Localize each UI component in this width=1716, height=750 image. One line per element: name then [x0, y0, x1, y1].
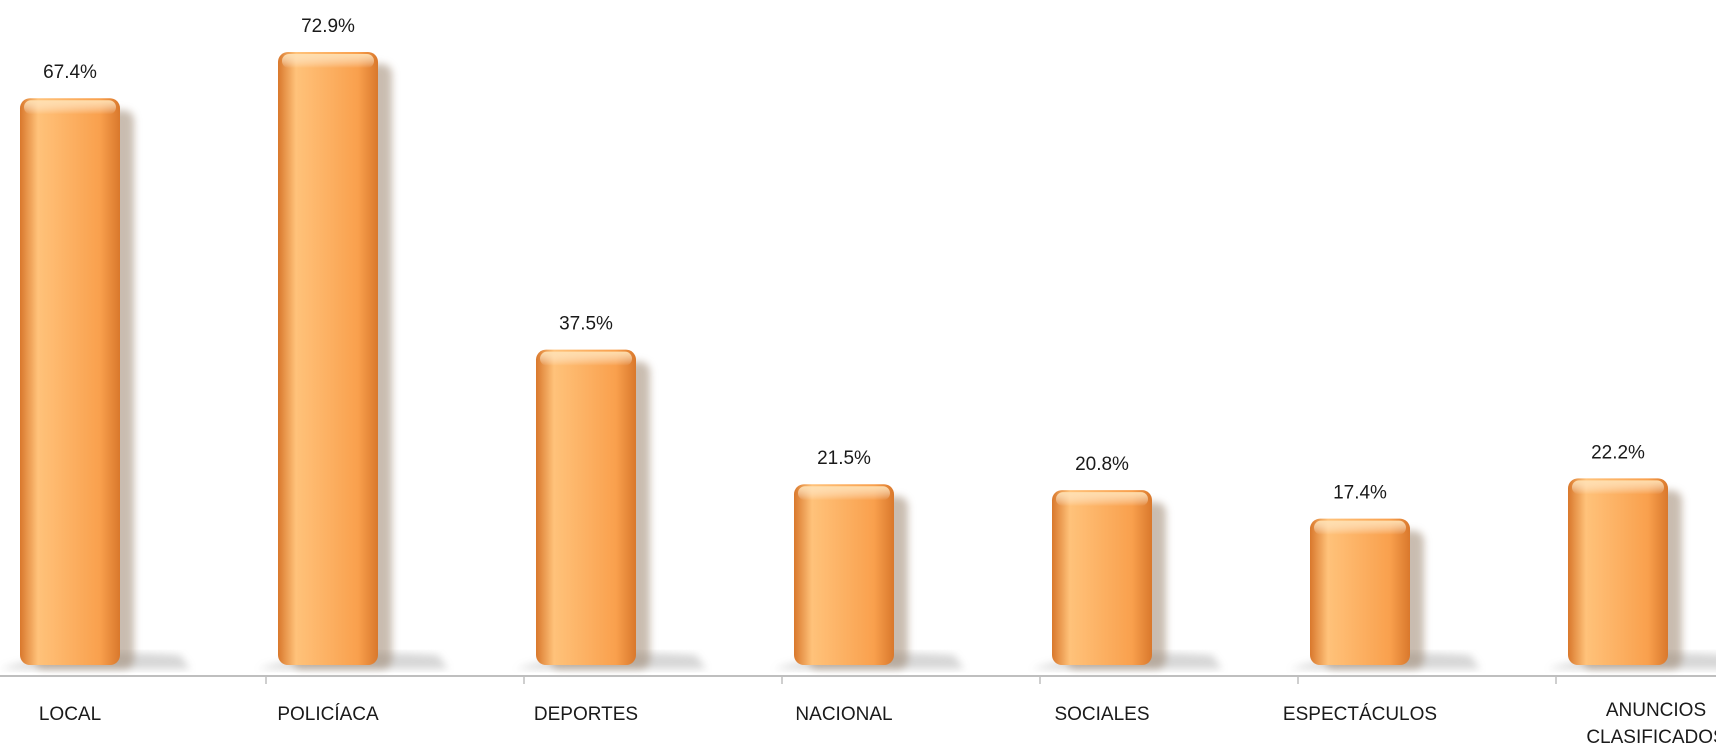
bar: [278, 52, 378, 665]
bar-highlight: [1314, 520, 1406, 535]
data-label: 21.5%: [817, 448, 871, 469]
x-tick-label-line: POLICÍACA: [277, 704, 379, 725]
bar: [20, 98, 120, 665]
x-tick-label: DEPORTES: [534, 704, 638, 725]
bar: [536, 349, 636, 665]
bar: [1310, 518, 1410, 665]
x-tick-label: ANUNCIOS CLASIFICADOS: [1586, 700, 1716, 748]
data-label: 22.2%: [1591, 442, 1645, 463]
bar: [1568, 478, 1668, 665]
data-label: 37.5%: [559, 314, 613, 335]
x-tick-label: SOCIALES: [1054, 704, 1149, 725]
labels: 67.4% LOCAL 72.9% POLICÍACA 37.5% DEPORTES 21.…: [39, 16, 1716, 748]
x-tick-label-line: LOCAL: [39, 704, 101, 725]
data-label: 20.8%: [1075, 454, 1129, 475]
data-label: 72.9%: [301, 16, 355, 37]
x-tick-label-line: ANUNCIOS: [1606, 700, 1706, 721]
data-label: 67.4%: [43, 62, 97, 83]
x-tick-label-line: NACIONAL: [795, 704, 892, 725]
bars: [20, 52, 1668, 665]
bar-highlight: [24, 100, 116, 115]
bar-highlight: [798, 486, 890, 501]
x-tick-label: ESPECTÁCULOS: [1283, 704, 1437, 725]
bar: [1052, 490, 1152, 665]
x-tick-label-line: SOCIALES: [1054, 704, 1149, 725]
bar: [794, 484, 894, 665]
x-tick-label: LOCAL: [39, 704, 101, 725]
x-tick-label-line: ESPECTÁCULOS: [1283, 704, 1437, 725]
bar-highlight: [1056, 492, 1148, 507]
bar-highlight: [1572, 480, 1664, 495]
x-tick-label-line: CLASIFICADOS: [1586, 727, 1716, 748]
data-label: 17.4%: [1333, 483, 1387, 504]
x-tick-label: POLICÍACA: [277, 704, 379, 725]
bar-highlight: [282, 54, 374, 68]
x-tick-label-line: DEPORTES: [534, 704, 638, 725]
x-axis: [0, 675, 1716, 684]
bar-highlight: [540, 351, 632, 366]
x-tick-label: NACIONAL: [795, 704, 892, 725]
